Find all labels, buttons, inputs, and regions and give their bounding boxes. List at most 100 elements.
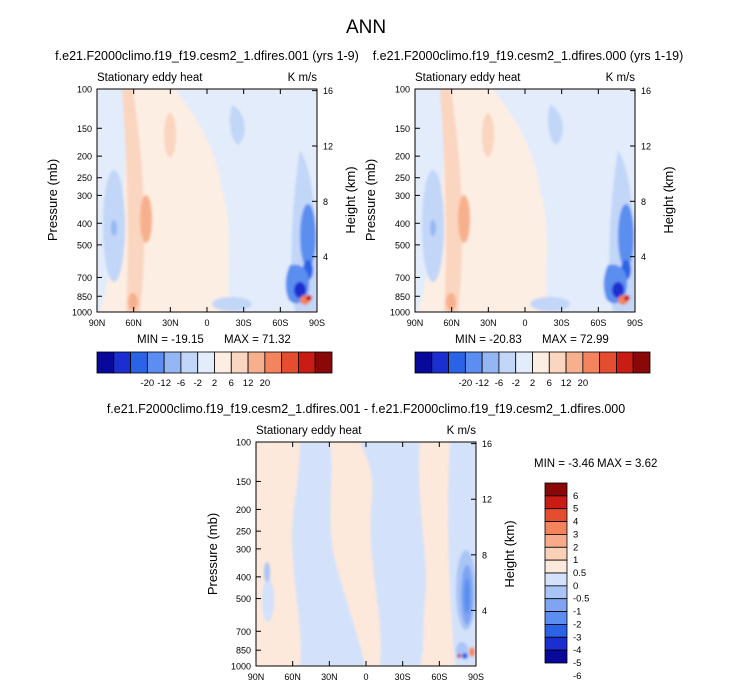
colorbar-label: -6 (573, 671, 581, 682)
y-right-tick-label: 16 (482, 439, 492, 449)
colorbar-swatch (616, 351, 634, 374)
x-tick-label: 30N (321, 672, 338, 682)
colorbar-swatch (314, 351, 333, 374)
panel-3-min: MIN = -3.46 (534, 458, 594, 470)
colorbar-swatch (544, 572, 568, 587)
colorbar-label: 20 (260, 378, 271, 389)
panel-1-ylabel: Pressure (mb) (45, 159, 60, 241)
y-tick-label: 100 (77, 85, 92, 95)
colorbar-swatch (197, 351, 215, 374)
x-tick-label: 90S (627, 318, 643, 328)
colorbar-label: 6 (573, 491, 578, 502)
colorbar-label: 0.5 (573, 568, 586, 579)
y-tick-label: 500 (77, 240, 92, 250)
colorbar-label: -2 (511, 378, 519, 389)
colorbar-label: -6 (495, 378, 503, 389)
colorbar-swatch (544, 649, 568, 664)
panel-3-title: f.e21.F2000climo.f19_f19.cesm2_1.dfires.… (107, 402, 625, 416)
panel-2-min: MIN = -20.83 (455, 334, 522, 346)
colorbar-swatch (130, 351, 148, 374)
x-tick-label: 0 (363, 672, 368, 682)
x-tick-label: 30S (236, 318, 252, 328)
colorbar-label: 5 (573, 504, 578, 515)
y-tick-label: 150 (395, 124, 410, 134)
y-right-tick-label: 4 (641, 252, 646, 262)
panel-1-axes: 90N 60N 30N 0 30S 60S 90S 100 150 200 250 300 400 500… (72, 85, 333, 329)
y-tick-label: 400 (236, 572, 251, 582)
y-right-tick-label: 12 (641, 141, 651, 151)
y-tick-label: 150 (236, 477, 251, 487)
panel-1-colorbar: -20 -12 -6 -2 2 6 12 20 (96, 351, 333, 389)
x-tick-label: 90S (468, 672, 484, 682)
x-tick-label: 90N (248, 672, 265, 682)
colorbar-label: -1 (573, 607, 581, 618)
x-tick-label: 0 (204, 318, 209, 328)
y-tick-label: 250 (395, 173, 410, 183)
x-tick-label: 60N (443, 318, 460, 328)
y-right-tick-label: 16 (323, 86, 333, 96)
y-tick-label: 250 (77, 173, 92, 183)
colorbar-label: 1 (573, 555, 578, 566)
colorbar-label: -4 (573, 645, 581, 656)
x-tick-label: 30N (480, 318, 497, 328)
y-right-tick-label: 8 (641, 197, 646, 207)
colorbar-swatch (544, 636, 568, 651)
colorbar-swatch (544, 534, 568, 548)
colorbar-swatch (544, 546, 568, 561)
y-tick-label: 700 (236, 627, 251, 637)
panel-1-units: K m/s (288, 72, 318, 84)
colorbar-swatch (544, 508, 568, 522)
colorbar-swatch (544, 624, 568, 638)
colorbar-label: 4 (573, 517, 578, 528)
panel-3-units: K m/s (447, 425, 477, 437)
colorbar-swatch (448, 351, 466, 374)
y-tick-label: 250 (236, 527, 251, 537)
colorbar-swatch (214, 351, 232, 374)
x-tick-label: 90N (89, 318, 106, 328)
panel-3-left-label: Stationary eddy heat (256, 425, 362, 437)
colorbar-swatch (163, 351, 182, 374)
colorbar-label: 6 (229, 378, 234, 389)
panel-2-left-label: Stationary eddy heat (415, 72, 521, 84)
panel-3-ylabel: Pressure (mb) (205, 513, 220, 595)
colorbar-label: -0.5 (573, 594, 589, 605)
colorbar-swatch (464, 351, 483, 374)
panel-2-max: MAX = 72.99 (542, 334, 609, 346)
colorbar-swatch (548, 351, 567, 374)
panel-3: f.e21.F2000climo.f19_f19.cesm2_1.dfires.… (107, 402, 658, 682)
panel-3-axes: 90N 60N 30N 0 30S 60S 90S 100 150 200 250 300 400 500… (231, 438, 492, 683)
y-tick-label: 150 (77, 124, 92, 134)
y-tick-label: 300 (236, 544, 251, 554)
colorbar-swatch (264, 351, 283, 374)
y-tick-label: 850 (236, 646, 251, 656)
colorbar-label: 12 (561, 378, 572, 389)
colorbar-swatch (281, 351, 299, 374)
colorbar-label: -12 (157, 378, 171, 389)
y-tick-label: 200 (395, 152, 410, 162)
colorbar-swatch (599, 351, 617, 374)
y-right-tick-label: 8 (323, 197, 328, 207)
y-tick-label: 300 (77, 191, 92, 201)
x-tick-label: 30S (554, 318, 570, 328)
colorbar-swatch (96, 351, 115, 374)
panel-2-contours (415, 89, 635, 312)
y-tick-label: 1000 (72, 308, 92, 318)
y-tick-label: 1000 (231, 662, 251, 672)
panel-2-ylabel: Pressure (mb) (363, 159, 378, 241)
y-tick-label: 400 (77, 219, 92, 229)
panel-1: f.e21.F2000climo.f19_f19.cesm2_1.dfires.… (45, 49, 359, 389)
colorbar-swatch (544, 559, 568, 574)
colorbar-label: 0 (573, 581, 578, 592)
panel-3-colorbar: 6 5 43 2 1 0.5 0 -0.5 -1-2 -3 -4 -5 -6 (544, 482, 589, 682)
y-tick-label: 700 (77, 273, 92, 283)
panel-2-ylabel-right: Height (km) (661, 166, 676, 233)
y-tick-label: 300 (395, 191, 410, 201)
colorbar-label: 2 (212, 378, 217, 389)
colorbar-swatch (298, 351, 316, 374)
panel-2-axes: 90N 60N 30N 0 30S 60S 90S 100 150 200 250 300 400 500… (390, 85, 651, 329)
colorbar-swatch (632, 351, 651, 374)
panel-1-contours (97, 89, 317, 312)
colorbar-swatch (544, 598, 568, 612)
colorbar-swatch (414, 351, 433, 374)
